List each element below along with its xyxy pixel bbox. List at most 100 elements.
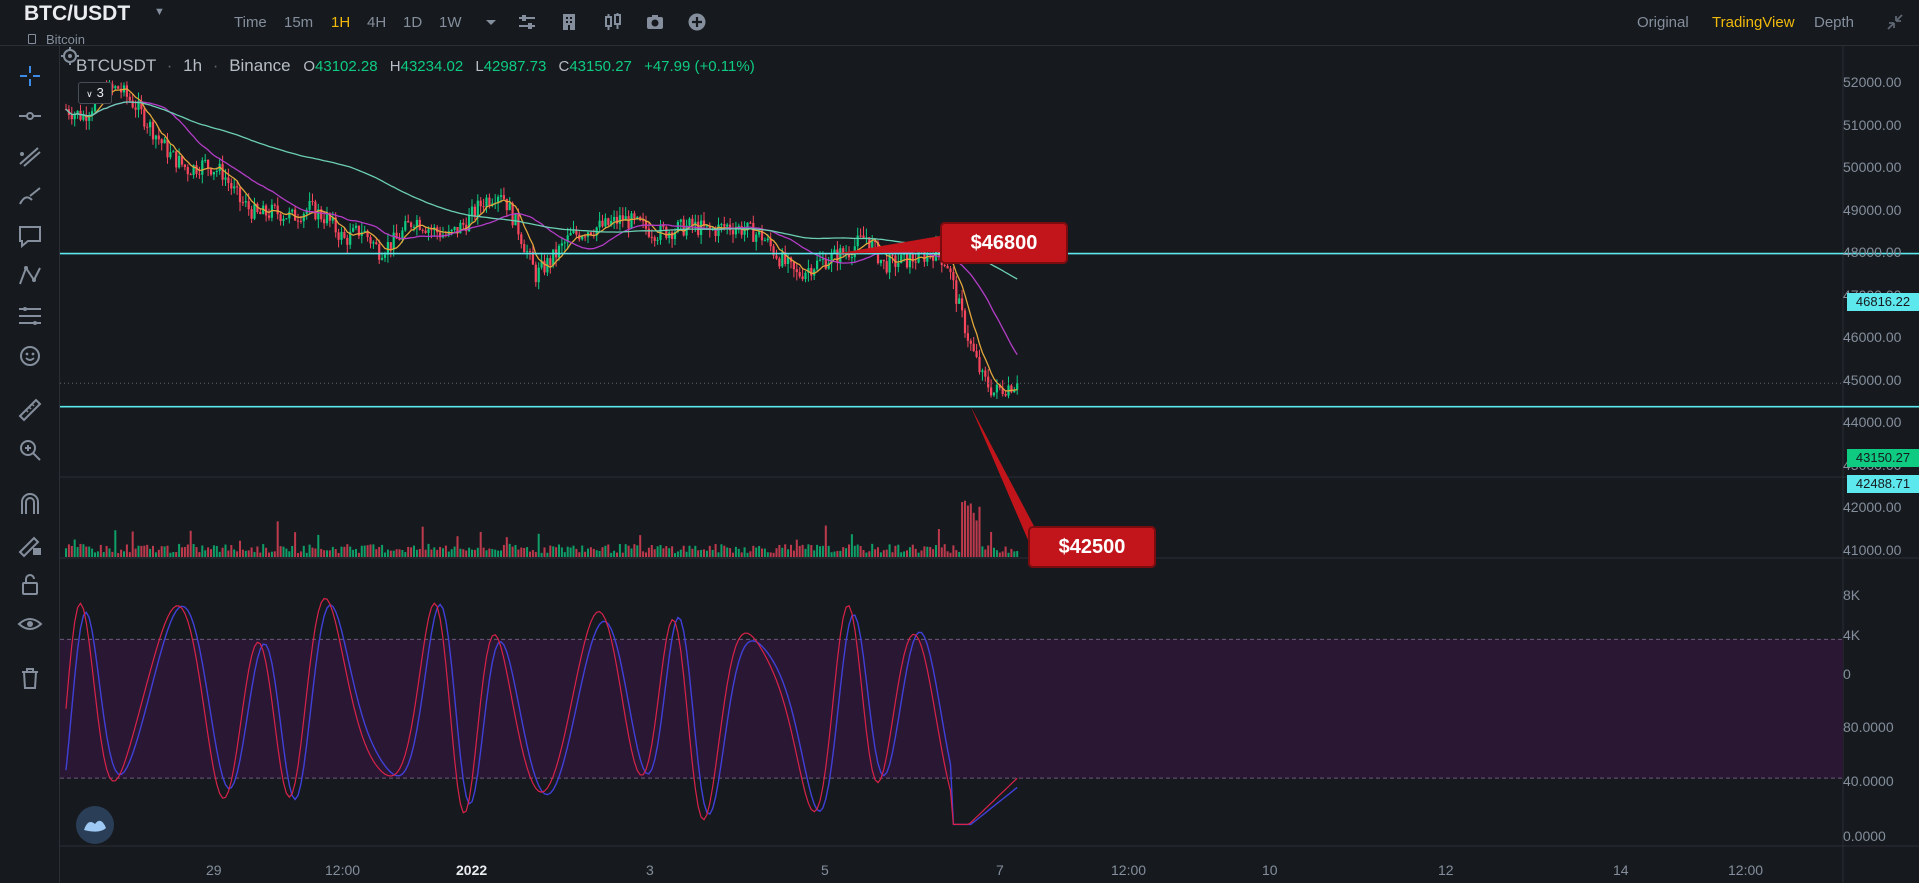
candle-body xyxy=(731,230,735,235)
candles-icon[interactable] xyxy=(603,12,623,32)
volume-bar xyxy=(343,546,346,557)
volume-bar xyxy=(210,549,212,557)
volume-bar xyxy=(604,545,607,557)
gear-icon[interactable] xyxy=(60,46,80,66)
horizontal-line-icon[interactable] xyxy=(16,102,44,130)
volume-bar xyxy=(181,547,183,557)
interval-1d[interactable]: 1D xyxy=(403,14,423,31)
candle-body xyxy=(911,254,914,262)
volume-bar xyxy=(813,550,816,557)
candle-body xyxy=(963,310,967,334)
indicator-settings-icon[interactable] xyxy=(517,12,537,32)
unlock-icon[interactable] xyxy=(16,570,44,598)
volume-bar xyxy=(917,552,920,557)
volume-bar xyxy=(244,550,247,557)
support-callout[interactable]: $42500 xyxy=(1028,526,1156,568)
candle-body xyxy=(572,229,575,233)
tradingview-logo[interactable] xyxy=(76,806,114,844)
fib-icon[interactable] xyxy=(16,302,44,330)
volume-bar xyxy=(647,547,650,557)
brush-icon[interactable] xyxy=(16,182,44,210)
volume-bar xyxy=(807,544,810,557)
lock-drawing-icon[interactable] xyxy=(16,530,44,558)
emoji-icon[interactable] xyxy=(16,342,44,370)
candle-body xyxy=(273,204,276,206)
trend-tools-icon[interactable] xyxy=(16,142,44,170)
view-depth[interactable]: Depth xyxy=(1814,14,1855,31)
volume-bar xyxy=(732,552,734,557)
candle-body xyxy=(778,258,781,267)
view-tradingview[interactable]: TradingView xyxy=(1712,14,1795,31)
view-original[interactable]: Original xyxy=(1637,14,1689,31)
interval-time[interactable]: Time xyxy=(234,14,267,31)
volume-bar xyxy=(285,548,288,557)
magnet-icon[interactable] xyxy=(16,490,44,518)
volume-bar xyxy=(894,545,897,557)
candle-body xyxy=(671,232,674,240)
candle-body xyxy=(241,202,244,204)
symbol-title[interactable]: BTC/USDT xyxy=(24,2,131,25)
eye-icon[interactable] xyxy=(16,610,44,638)
volume-bar xyxy=(552,546,555,557)
price-chart[interactable] xyxy=(60,46,1919,883)
collapse-icon[interactable] xyxy=(1885,12,1905,32)
candle-body xyxy=(395,232,398,239)
resistance-callout[interactable]: $46800 xyxy=(940,222,1068,264)
candle-body xyxy=(517,213,520,235)
ruler-icon[interactable] xyxy=(16,396,44,424)
chart-area[interactable]: BTCUSDT · 1h · Binance O43102.28 H43234.… xyxy=(60,46,1919,883)
volume-bar xyxy=(186,544,189,557)
pattern-icon[interactable] xyxy=(16,262,44,290)
volume-bar xyxy=(413,545,415,557)
candle-body xyxy=(818,259,822,261)
price-tick: 45000.00 xyxy=(1843,372,1902,388)
chevron-down-icon: ∨ xyxy=(86,89,93,99)
candle-body xyxy=(766,238,769,241)
indicator-toggle[interactable]: ∨ 3 xyxy=(78,82,112,104)
volume-bar xyxy=(616,552,618,557)
camera-icon[interactable] xyxy=(645,12,665,32)
volume-bar xyxy=(500,550,502,557)
chevron-down-icon[interactable] xyxy=(481,12,501,32)
volume-bar xyxy=(236,551,239,557)
candle-body xyxy=(354,225,358,228)
time-tick: 14 xyxy=(1613,862,1629,878)
candle-body xyxy=(897,263,900,267)
crosshair-icon[interactable] xyxy=(16,62,44,90)
volume-bar xyxy=(212,545,215,557)
trash-icon[interactable] xyxy=(16,664,44,692)
candle-body xyxy=(317,209,320,220)
interval-1h[interactable]: 1H xyxy=(331,14,351,31)
plus-circle-icon[interactable] xyxy=(687,12,707,32)
candle-body xyxy=(821,258,824,260)
candle-body xyxy=(383,254,387,258)
volume-bar xyxy=(436,549,439,557)
interval-4h[interactable]: 4H xyxy=(367,14,387,31)
zoom-in-icon[interactable] xyxy=(16,436,44,464)
volume-bar xyxy=(914,548,917,557)
candle-body xyxy=(352,227,355,232)
volume-bar xyxy=(1013,551,1016,557)
volume-bar xyxy=(990,531,993,557)
candle-body xyxy=(505,198,508,211)
candle-body xyxy=(76,110,79,115)
stoch-tick: 80.0000 xyxy=(1843,719,1894,735)
time-tick: 3 xyxy=(646,862,654,878)
volume-bar xyxy=(969,503,972,557)
time-tick: 2022 xyxy=(456,862,488,878)
candle-body xyxy=(949,268,952,273)
interval-15m[interactable]: 15m xyxy=(284,14,314,31)
volume-bar xyxy=(372,544,375,557)
chevron-down-icon[interactable]: ▼ xyxy=(154,6,165,18)
volume-bar xyxy=(320,548,323,557)
candle-body xyxy=(618,215,621,224)
candle-body xyxy=(842,248,845,254)
interval-1w[interactable]: 1W xyxy=(439,14,462,31)
candle-body xyxy=(673,231,677,240)
volume-bar xyxy=(215,545,218,557)
volume-bar xyxy=(288,551,291,557)
volume-bar xyxy=(418,548,421,557)
volume-bar xyxy=(314,548,317,557)
building-icon[interactable] xyxy=(559,12,579,32)
comment-icon[interactable] xyxy=(16,222,44,250)
